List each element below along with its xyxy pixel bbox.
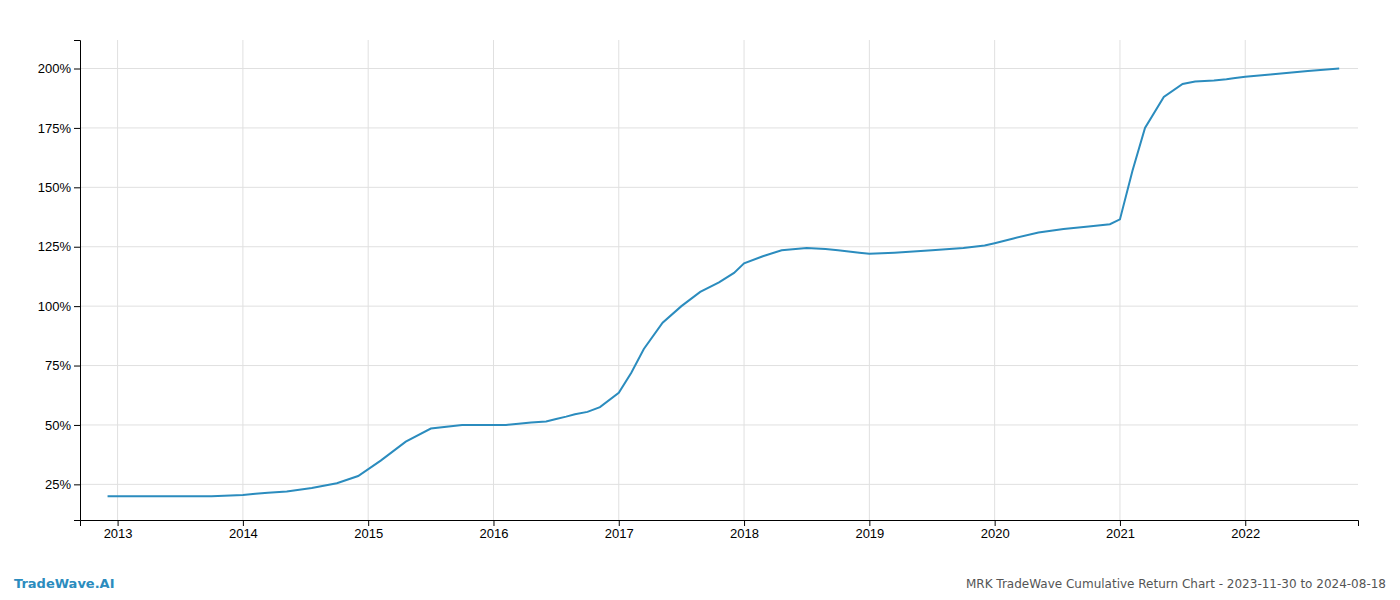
x-tick-mark	[744, 520, 745, 526]
x-tick-mark	[118, 520, 119, 526]
y-tick: 200%	[38, 61, 80, 76]
y-axis: 25% 50% 75% 100% 125% 150% 175% 200%	[38, 41, 81, 521]
x-tick-label: 2016	[480, 526, 509, 541]
grid-line-x	[117, 40, 118, 520]
y-tick-mark	[74, 484, 80, 485]
y-tick: 75%	[45, 358, 80, 373]
y-tick-label: 75%	[45, 358, 71, 373]
x-tick-mark	[995, 520, 996, 526]
y-tick-mark	[74, 128, 80, 129]
grid-line-x	[1119, 40, 1120, 520]
y-tick-label: 150%	[38, 180, 72, 195]
x-axis: 2013 2014 2015 2016 2017 2018 2019 2020 2021 2022	[81, 520, 1359, 541]
grid-line-x	[242, 40, 243, 520]
y-axis-line	[74, 41, 81, 521]
y-tick-mark	[74, 366, 80, 367]
x-axis-line	[81, 521, 1359, 527]
y-tick-label: 175%	[38, 121, 72, 136]
grid-line-x	[493, 40, 494, 520]
grid-line-x	[618, 40, 619, 520]
y-tick: 25%	[45, 477, 80, 492]
x-tick-label: 2015	[354, 526, 383, 541]
x-tick: 2021	[1106, 520, 1135, 541]
x-tick-label: 2021	[1106, 526, 1135, 541]
grid-line-x	[1245, 40, 1246, 520]
x-tick-label: 2020	[981, 526, 1010, 541]
grid-line-y	[80, 246, 1358, 247]
x-tick-mark	[619, 520, 620, 526]
x-tick: 2017	[605, 520, 634, 541]
x-tick-label: 2019	[855, 526, 884, 541]
y-tick: 175%	[38, 121, 80, 136]
grid-line-y	[80, 68, 1358, 69]
plot-area	[108, 69, 1340, 497]
chart: 2013 2014 2015 2016 2017 2018 2019 2020 2021 2022…	[0, 0, 1400, 600]
grid-line-x	[368, 40, 369, 520]
x-tick-label: 2017	[605, 526, 634, 541]
x-tick: 2018	[730, 520, 759, 541]
y-tick-label: 25%	[45, 477, 71, 492]
line	[108, 69, 1340, 497]
x-tick-mark	[1120, 520, 1121, 526]
grid-line-y	[80, 484, 1358, 485]
y-tick: 150%	[38, 180, 80, 195]
watermark: TradeWave.AI	[14, 576, 115, 591]
grid-line-x	[744, 40, 745, 520]
x-tick-label: 2014	[229, 526, 258, 541]
x-tick-label: 2013	[104, 526, 133, 541]
grid-line-y	[80, 424, 1358, 425]
y-tick-mark	[74, 425, 80, 426]
x-tick-label: 2018	[730, 526, 759, 541]
y-tick: 100%	[38, 299, 80, 314]
x-tick-mark	[493, 520, 494, 526]
title: MRK TradeWave Cumulative Return Chart - …	[966, 577, 1386, 591]
y-tick-label: 200%	[38, 61, 72, 76]
x-tick: 2013	[104, 520, 133, 541]
x-tick: 2015	[354, 520, 383, 541]
y-tick-mark	[74, 187, 80, 188]
x-tick-mark	[368, 520, 369, 526]
x-tick-label: 2022	[1231, 526, 1260, 541]
y-tick: 50%	[45, 418, 80, 433]
x-tick: 2016	[480, 520, 509, 541]
y-tick-mark	[74, 306, 80, 307]
grid-line-y	[80, 127, 1358, 128]
x-tick: 2020	[981, 520, 1010, 541]
y-tick-mark	[74, 247, 80, 248]
grid	[80, 40, 1358, 520]
x-tick: 2022	[1231, 520, 1260, 541]
x-tick: 2014	[229, 520, 258, 541]
grid-line-x	[994, 40, 995, 520]
x-tick-mark	[1245, 520, 1246, 526]
x-tick-mark	[243, 520, 244, 526]
y-tick-label: 125%	[38, 239, 72, 254]
y-tick-label: 50%	[45, 418, 71, 433]
x-tick-mark	[869, 520, 870, 526]
grid-line-y	[80, 365, 1358, 366]
y-tick-mark	[74, 69, 80, 70]
y-tick-label: 100%	[38, 299, 72, 314]
x-tick: 2019	[855, 520, 884, 541]
grid-line-x	[869, 40, 870, 520]
grid-line-y	[80, 187, 1358, 188]
grid-line-y	[80, 306, 1358, 307]
y-tick: 125%	[38, 239, 80, 254]
